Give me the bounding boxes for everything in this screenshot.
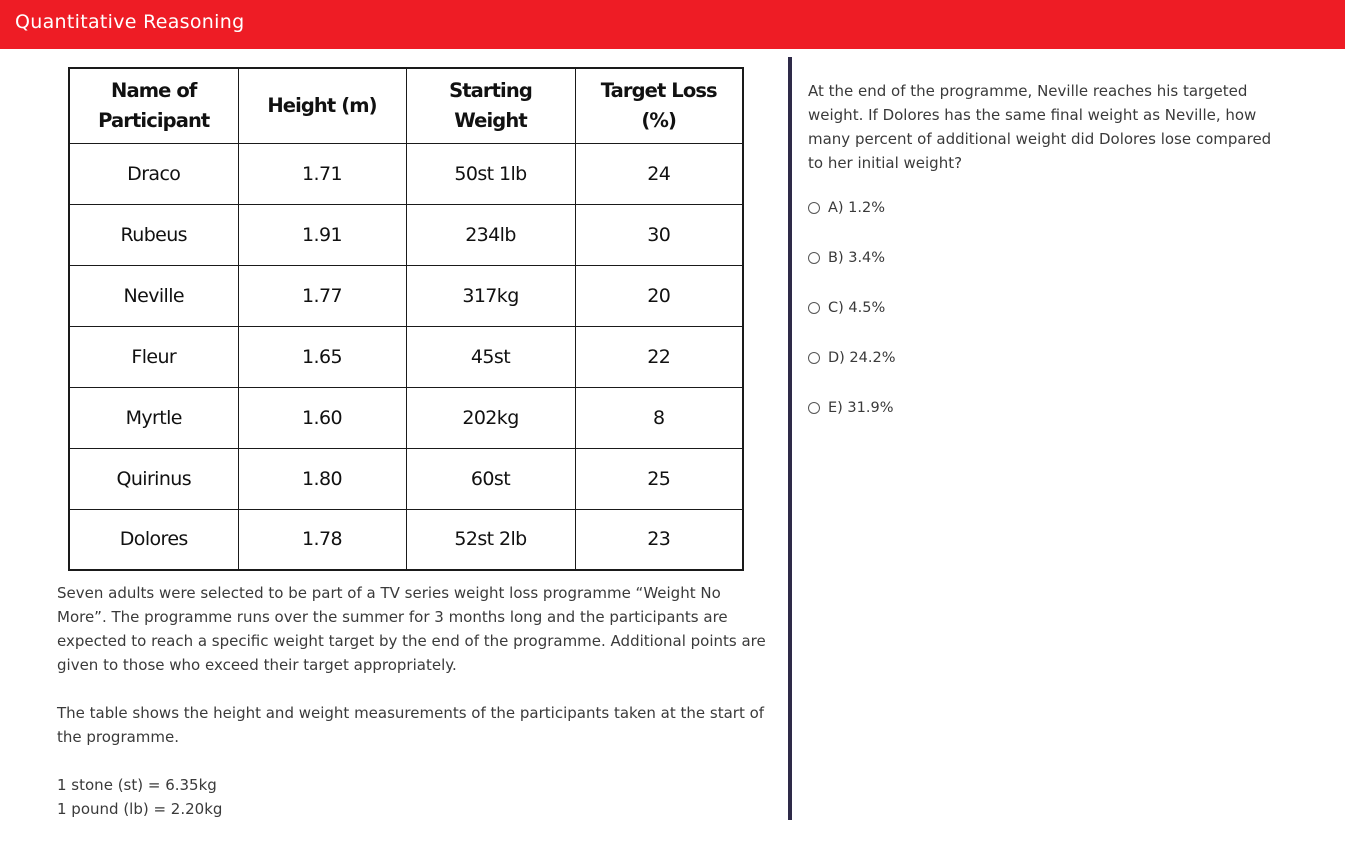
table-row: Draco 1.71 50st 1lb 24 bbox=[68, 142, 744, 205]
table-cell-weight: 317kg bbox=[405, 264, 576, 327]
option-label: C) 4.5% bbox=[828, 300, 886, 316]
table-cell-height: 1.71 bbox=[237, 142, 407, 205]
table-cell-target: 25 bbox=[574, 447, 744, 510]
passage-pane: Name of Participant Height (m) Starting … bbox=[0, 49, 788, 850]
passage-paragraph: Seven adults were selected to be part of… bbox=[57, 584, 766, 674]
page-title: Quantitative Reasoning bbox=[15, 11, 245, 33]
table-row: Quirinus 1.80 60st 25 bbox=[68, 447, 744, 510]
table-cell-weight: 45st bbox=[405, 325, 576, 388]
participants-table: Name of Participant Height (m) Starting … bbox=[68, 67, 744, 571]
option-label: E) 31.9% bbox=[828, 400, 894, 416]
table-row: Neville 1.77 317kg 20 bbox=[68, 264, 744, 327]
option-label: D) 24.2% bbox=[828, 350, 896, 366]
table-cell-name: Quirinus bbox=[68, 447, 239, 510]
column-header-name: Name of Participant bbox=[68, 67, 239, 144]
option-e[interactable]: E) 31.9% bbox=[808, 398, 1288, 418]
table-cell-name: Rubeus bbox=[68, 203, 239, 266]
table-cell-name: Neville bbox=[68, 264, 239, 327]
table-cell-target: 24 bbox=[574, 142, 744, 205]
passage-text: Seven adults were selected to be part of… bbox=[57, 581, 767, 821]
column-header-text: Starting Weight bbox=[449, 78, 533, 132]
option-d[interactable]: D) 24.2% bbox=[808, 348, 1288, 368]
conversion-stone: 1 stone (st) = 6.35kg bbox=[57, 776, 217, 794]
passage-paragraph: The table shows the height and weight me… bbox=[57, 704, 765, 746]
table-cell-target: 22 bbox=[574, 325, 744, 388]
table-cell-name: Myrtle bbox=[68, 386, 239, 449]
radio-button-icon[interactable] bbox=[808, 302, 820, 314]
table-row: Fleur 1.65 45st 22 bbox=[68, 325, 744, 388]
radio-button-icon[interactable] bbox=[808, 202, 820, 214]
table-cell-weight: 202kg bbox=[405, 386, 576, 449]
option-label: B) 3.4% bbox=[828, 250, 886, 266]
option-label: A) 1.2% bbox=[828, 200, 886, 216]
table-row: Myrtle 1.60 202kg 8 bbox=[68, 386, 744, 449]
table-cell-name: Fleur bbox=[68, 325, 239, 388]
header-bar: Quantitative Reasoning bbox=[0, 0, 1345, 49]
table-cell-height: 1.60 bbox=[237, 386, 407, 449]
table-cell-height: 1.80 bbox=[237, 447, 407, 510]
table-cell-height: 1.78 bbox=[237, 508, 407, 571]
option-a[interactable]: A) 1.2% bbox=[808, 198, 1288, 218]
conversion-pound: 1 pound (lb) = 2.20kg bbox=[57, 800, 223, 818]
table-cell-weight: 60st bbox=[405, 447, 576, 510]
column-header-target: Target Loss (%) bbox=[574, 67, 744, 144]
table-cell-name: Draco bbox=[68, 142, 239, 205]
table-row: Rubeus 1.91 234lb 30 bbox=[68, 203, 744, 266]
table-cell-weight: 234lb bbox=[405, 203, 576, 266]
table-cell-target: 23 bbox=[574, 508, 744, 571]
table-cell-target: 30 bbox=[574, 203, 744, 266]
table-cell-height: 1.65 bbox=[237, 325, 407, 388]
table-header-row: Name of Participant Height (m) Starting … bbox=[68, 67, 744, 144]
column-header-weight: Starting Weight bbox=[405, 67, 576, 144]
table-cell-weight: 52st 2lb bbox=[405, 508, 576, 571]
table-row: Dolores 1.78 52st 2lb 23 bbox=[68, 508, 744, 571]
column-header-text: Target Loss (%) bbox=[600, 78, 718, 132]
table-cell-height: 1.91 bbox=[237, 203, 407, 266]
option-c[interactable]: C) 4.5% bbox=[808, 298, 1288, 318]
option-b[interactable]: B) 3.4% bbox=[808, 248, 1288, 268]
radio-button-icon[interactable] bbox=[808, 402, 820, 414]
table-cell-height: 1.77 bbox=[237, 264, 407, 327]
table-cell-target: 20 bbox=[574, 264, 744, 327]
column-header-height: Height (m) bbox=[237, 67, 407, 144]
pane-divider bbox=[788, 57, 792, 820]
question-pane: At the end of the programme, Neville rea… bbox=[808, 79, 1288, 448]
table-cell-target: 8 bbox=[574, 386, 744, 449]
table-cell-name: Dolores bbox=[68, 508, 239, 571]
question-text: At the end of the programme, Neville rea… bbox=[808, 82, 1272, 172]
radio-button-icon[interactable] bbox=[808, 352, 820, 364]
column-header-text: Name of Participant bbox=[98, 78, 210, 132]
table-cell-weight: 50st 1lb bbox=[405, 142, 576, 205]
radio-button-icon[interactable] bbox=[808, 252, 820, 264]
column-header-text: Height (m) bbox=[267, 93, 377, 117]
